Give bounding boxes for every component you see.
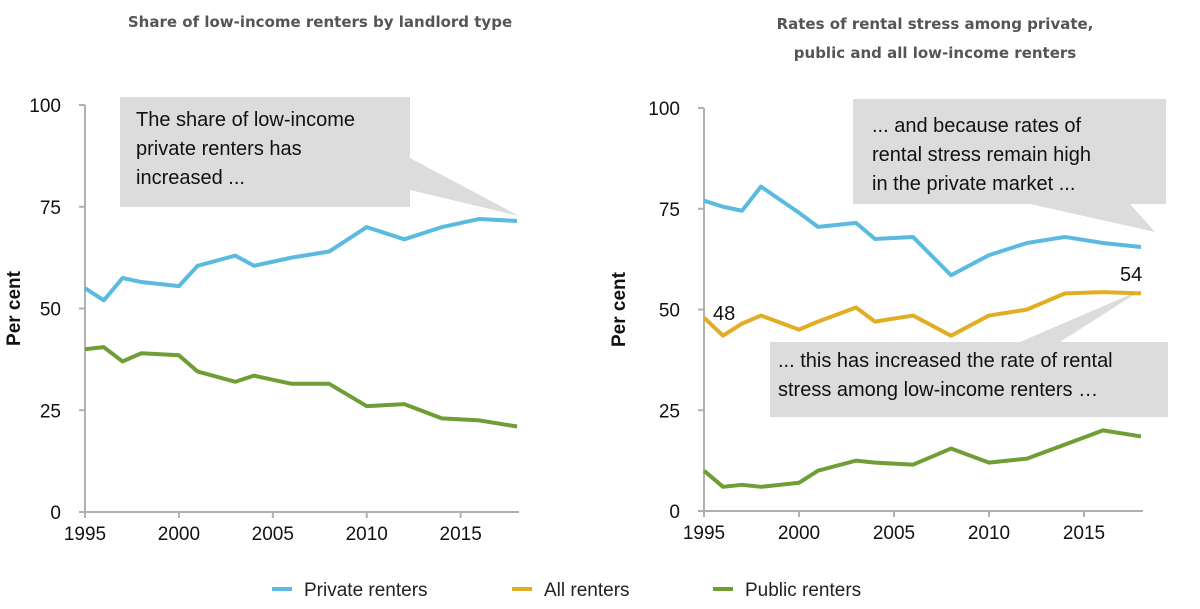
y-tick-label: 100 <box>648 99 680 120</box>
x-tick-label: 2005 <box>252 524 294 545</box>
x-tick-label: 2015 <box>440 524 482 545</box>
callout-text: ... and because rates of <box>872 115 1081 137</box>
y-tick-label: 100 <box>29 96 61 117</box>
callout-text: increased ... <box>136 167 245 189</box>
callout-text: in the private market ... <box>872 173 1075 195</box>
data-label: 54 <box>1120 264 1142 286</box>
chart-title: public and all low-income renters <box>794 44 1077 62</box>
y-tick-label: 75 <box>659 200 680 221</box>
y-tick-label: 50 <box>659 301 680 322</box>
x-tick-label: 2010 <box>346 524 388 545</box>
series-line-public-renters <box>702 428 1142 489</box>
x-tick-label: 1995 <box>64 524 106 545</box>
x-tick-label: 2005 <box>873 523 915 544</box>
x-tick-label: 1995 <box>683 523 725 544</box>
callout-box <box>120 97 519 216</box>
y-tick-label: 50 <box>40 300 61 321</box>
callout-text: The share of low-income <box>136 109 355 131</box>
chart-title: Rates of rental stress among private, <box>777 15 1094 33</box>
callout-box <box>853 99 1166 232</box>
y-tick-label: 75 <box>40 198 61 219</box>
callout-text: private renters has <box>136 138 302 160</box>
data-label: 48 <box>713 303 735 325</box>
callout-text: ... this has increased the rate of renta… <box>778 350 1113 372</box>
legend-label: Private renters <box>304 580 428 601</box>
y-tick-label: 25 <box>40 401 61 422</box>
callout-text: rental stress remain high <box>872 144 1091 166</box>
series-line-public-renters <box>84 345 518 429</box>
y-axis-label: Per cent <box>609 271 630 347</box>
y-tick-label: 0 <box>50 503 61 524</box>
legend-label: All renters <box>544 580 630 601</box>
x-tick-label: 2000 <box>158 524 200 545</box>
series-line-private-renters <box>83 216 518 303</box>
x-tick-label: 2000 <box>778 523 820 544</box>
callout-text: stress among low-income renters … <box>778 379 1098 401</box>
y-axis-label: Per cent <box>4 270 25 346</box>
legend-label: Public renters <box>745 580 861 601</box>
legend: Private renters All renters Public renters <box>272 580 861 601</box>
chart-2: Rates of rental stress among private, pub… <box>609 15 1168 544</box>
chart-title: Share of low-income renters by landlord … <box>128 13 512 31</box>
x-tick-label: 2015 <box>1063 523 1105 544</box>
y-tick-label: 25 <box>659 401 680 422</box>
x-tick-label: 2010 <box>968 523 1010 544</box>
chart-1: Share of low-income renters by landlord … <box>4 13 519 545</box>
y-tick-label: 0 <box>669 502 680 523</box>
callout-box <box>770 289 1168 417</box>
